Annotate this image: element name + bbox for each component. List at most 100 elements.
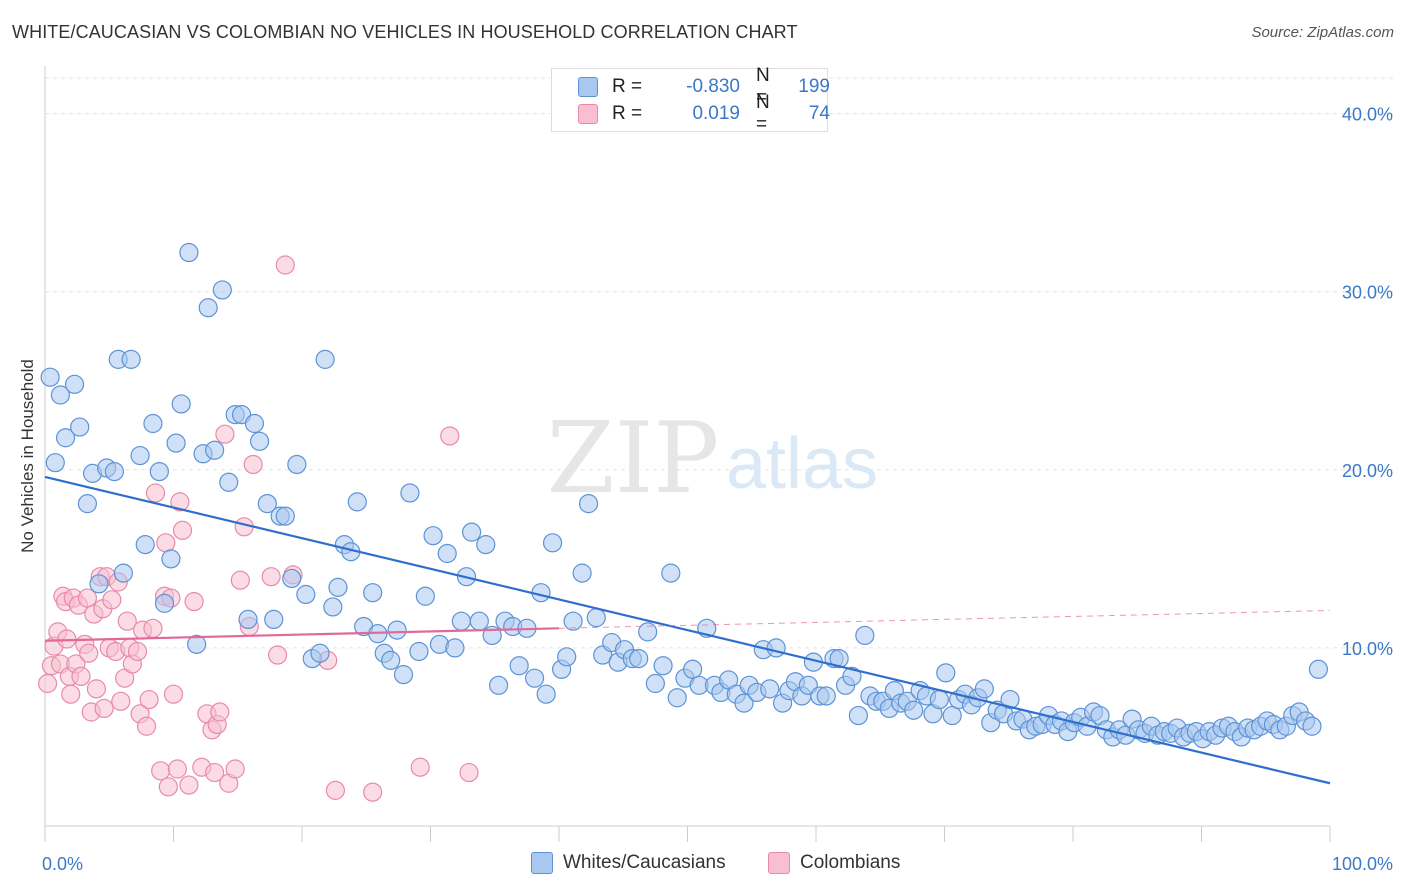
data-point [1302,716,1322,736]
data-point [572,563,592,583]
data-point [244,413,265,434]
data-point [77,494,98,514]
data-point [459,762,479,783]
data-point [113,563,133,583]
watermark-atlas: atlas [726,424,878,504]
trend-line-colombians-projection [558,610,1331,629]
data-point [89,574,109,594]
data-point [476,535,496,555]
data-point [264,609,284,630]
trend-lines [44,475,1331,785]
correlation-legend: R = -0.830 N = 199 R = 0.019 N = 74 [551,65,830,135]
data-point [1308,659,1329,679]
bottom-legend-swatch-colombians [768,852,790,874]
data-point [489,675,509,695]
data-point [230,570,250,590]
data-point [167,759,187,779]
y-tick-label: 10.0% [1342,639,1393,659]
data-point [423,526,443,546]
data-point [143,618,163,638]
data-point [557,647,577,667]
data-point [536,684,556,704]
data-point [45,453,65,473]
data-point [184,591,204,612]
data-point [50,385,71,405]
data-point [71,666,91,687]
data-point [261,567,281,587]
data-point [205,762,225,783]
data-point [667,688,687,708]
data-point [179,775,199,795]
data-point [161,549,181,569]
data-point [929,689,949,710]
data-point [842,666,862,687]
data-point [111,691,131,711]
trend-line-whites [44,475,1331,785]
data-point [387,620,407,640]
data-point [542,533,563,553]
data-point [205,440,225,460]
data-point [149,461,169,482]
data-point [212,280,232,300]
data-point [151,761,171,781]
data-point [936,663,956,683]
legend-swatch-colombians [578,104,598,124]
data-point [198,298,218,318]
chart-title: WHITE/CAUCASIAN VS COLOMBIAN NO VEHICLES… [12,22,798,42]
data-point [393,665,414,685]
data-point [102,590,122,610]
data-point [347,492,367,512]
legend-r-value: 0.019 [692,103,740,124]
data-point [282,568,302,589]
legend-r-label: R = [612,103,643,124]
data-point [37,673,58,694]
data-point [586,608,606,628]
data-point [445,638,465,658]
data-point [86,679,107,699]
legend-r-value: -0.830 [686,76,740,97]
legend-n-value: 74 [808,103,830,124]
data-point [638,622,658,642]
data-point [275,255,295,275]
data-point [117,611,137,631]
data-point [40,367,60,387]
data-point [171,394,191,414]
data-point [154,593,175,613]
data-point [509,656,529,676]
data-point [462,522,482,542]
data-point [79,643,99,663]
x-tick-label: 0.0% [42,854,83,874]
data-point [848,705,869,726]
data-point [766,638,786,658]
y-tick-label: 30.0% [1342,283,1393,303]
data-point [143,413,163,434]
data-point [629,648,649,669]
source-label: Source: ZipAtlas.com [1251,24,1394,41]
data-point [267,645,288,665]
data-point [381,650,401,670]
data-point [243,454,263,475]
data-point [55,428,76,448]
data-point [437,543,457,564]
whites-points [40,242,1329,749]
data-point [816,686,836,706]
data-point [219,472,239,492]
data-point [400,483,420,503]
data-point [325,780,346,800]
legend-n-value: 199 [798,76,830,97]
data-point [363,583,383,603]
data-point [61,684,81,704]
legend-swatch-whites [578,77,598,97]
data-point [328,577,348,597]
data-point [94,698,114,719]
bottom-legend-whites: Whites/Caucasians [531,852,726,874]
data-point [170,492,190,512]
data-point [163,684,184,704]
data-point [135,535,155,555]
tick-labels: 10.0% 20.0% 30.0% 40.0% 0.0% 100.0% [42,105,1393,874]
data-point [645,673,665,694]
legend-r-label: R = [612,76,643,97]
legend-n-label: N = [756,92,770,135]
trend-line-colombians [44,627,560,642]
